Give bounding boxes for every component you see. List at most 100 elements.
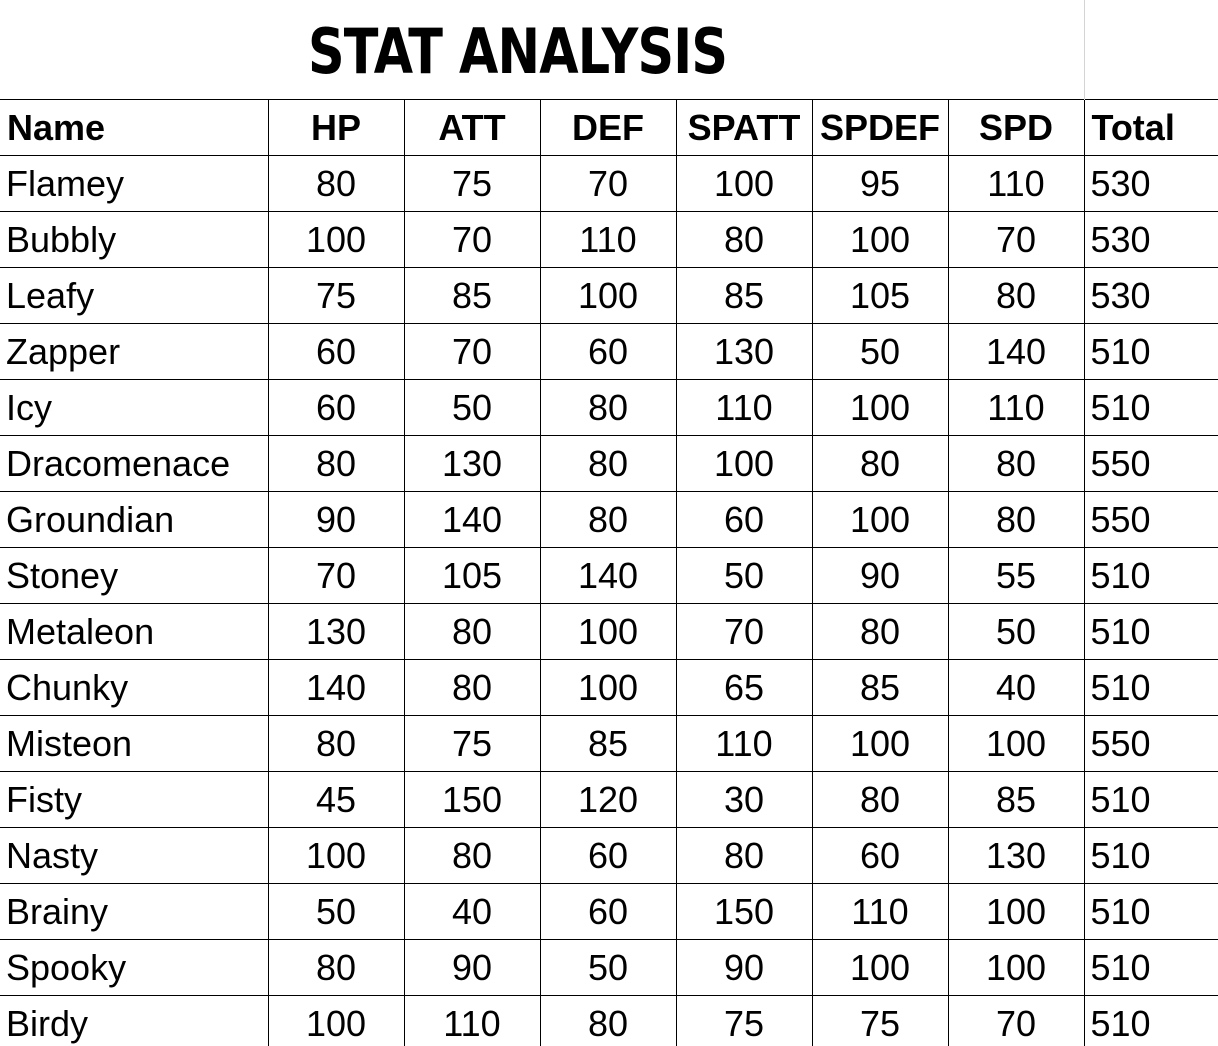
- hp-cell[interactable]: 100: [268, 995, 405, 1046]
- name-cell[interactable]: Chunky: [0, 659, 269, 716]
- spd-cell[interactable]: 80: [948, 267, 1085, 324]
- spd-cell[interactable]: 100: [948, 883, 1085, 940]
- att-cell[interactable]: 85: [404, 267, 541, 324]
- att-cell[interactable]: 70: [404, 323, 541, 380]
- hp-cell[interactable]: 70: [268, 547, 405, 604]
- spdef-cell[interactable]: 80: [812, 603, 949, 660]
- total-cell[interactable]: 510: [1084, 547, 1218, 604]
- total-cell[interactable]: 510: [1084, 379, 1218, 436]
- att-cell[interactable]: 140: [404, 491, 541, 548]
- spatt-cell[interactable]: 50: [676, 547, 813, 604]
- total-cell[interactable]: 510: [1084, 995, 1218, 1046]
- spatt-cell[interactable]: 80: [676, 827, 813, 884]
- total-cell[interactable]: 510: [1084, 323, 1218, 380]
- total-cell[interactable]: 510: [1084, 827, 1218, 884]
- def-cell[interactable]: 140: [540, 547, 677, 604]
- def-cell[interactable]: 80: [540, 491, 677, 548]
- spatt-cell[interactable]: 85: [676, 267, 813, 324]
- spdef-cell[interactable]: 80: [812, 435, 949, 492]
- att-cell[interactable]: 105: [404, 547, 541, 604]
- name-cell[interactable]: Metaleon: [0, 603, 269, 660]
- total-cell[interactable]: 530: [1084, 155, 1218, 212]
- header-att[interactable]: ATT: [404, 100, 541, 156]
- sheet-title[interactable]: STAT ANALYSIS: [308, 15, 728, 88]
- spdef-cell[interactable]: 105: [812, 267, 949, 324]
- def-cell[interactable]: 80: [540, 995, 677, 1046]
- att-cell[interactable]: 80: [404, 659, 541, 716]
- hp-cell[interactable]: 140: [268, 659, 405, 716]
- spd-cell[interactable]: 110: [948, 379, 1085, 436]
- header-spd[interactable]: SPD: [948, 100, 1085, 156]
- hp-cell[interactable]: 100: [268, 827, 405, 884]
- spd-cell[interactable]: 110: [948, 155, 1085, 212]
- hp-cell[interactable]: 45: [268, 771, 405, 828]
- header-def[interactable]: DEF: [540, 100, 677, 156]
- total-cell[interactable]: 510: [1084, 771, 1218, 828]
- hp-cell[interactable]: 80: [268, 939, 405, 996]
- hp-cell[interactable]: 100: [268, 211, 405, 268]
- name-cell[interactable]: Dracomenace: [0, 435, 269, 492]
- att-cell[interactable]: 40: [404, 883, 541, 940]
- spd-cell[interactable]: 50: [948, 603, 1085, 660]
- spd-cell[interactable]: 70: [948, 211, 1085, 268]
- header-spatt[interactable]: SPATT: [676, 100, 813, 156]
- spatt-cell[interactable]: 60: [676, 491, 813, 548]
- name-cell[interactable]: Stoney: [0, 547, 269, 604]
- name-cell[interactable]: Zapper: [0, 323, 269, 380]
- spdef-cell[interactable]: 100: [812, 491, 949, 548]
- def-cell[interactable]: 110: [540, 211, 677, 268]
- spd-cell[interactable]: 85: [948, 771, 1085, 828]
- hp-cell[interactable]: 60: [268, 323, 405, 380]
- def-cell[interactable]: 60: [540, 883, 677, 940]
- hp-cell[interactable]: 75: [268, 267, 405, 324]
- spatt-cell[interactable]: 65: [676, 659, 813, 716]
- att-cell[interactable]: 150: [404, 771, 541, 828]
- spatt-cell[interactable]: 130: [676, 323, 813, 380]
- spdef-cell[interactable]: 50: [812, 323, 949, 380]
- total-cell[interactable]: 510: [1084, 883, 1218, 940]
- spd-cell[interactable]: 100: [948, 939, 1085, 996]
- name-cell[interactable]: Misteon: [0, 715, 269, 772]
- spd-cell[interactable]: 80: [948, 435, 1085, 492]
- hp-cell[interactable]: 50: [268, 883, 405, 940]
- spatt-cell[interactable]: 100: [676, 155, 813, 212]
- spatt-cell[interactable]: 100: [676, 435, 813, 492]
- spdef-cell[interactable]: 90: [812, 547, 949, 604]
- att-cell[interactable]: 130: [404, 435, 541, 492]
- spdef-cell[interactable]: 75: [812, 995, 949, 1046]
- name-cell[interactable]: Spooky: [0, 939, 269, 996]
- att-cell[interactable]: 80: [404, 827, 541, 884]
- att-cell[interactable]: 110: [404, 995, 541, 1046]
- total-cell[interactable]: 510: [1084, 939, 1218, 996]
- spd-cell[interactable]: 55: [948, 547, 1085, 604]
- spdef-cell[interactable]: 100: [812, 211, 949, 268]
- spatt-cell[interactable]: 80: [676, 211, 813, 268]
- spd-cell[interactable]: 130: [948, 827, 1085, 884]
- header-name[interactable]: Name: [0, 100, 269, 156]
- att-cell[interactable]: 80: [404, 603, 541, 660]
- hp-cell[interactable]: 80: [268, 155, 405, 212]
- name-cell[interactable]: Nasty: [0, 827, 269, 884]
- def-cell[interactable]: 120: [540, 771, 677, 828]
- spd-cell[interactable]: 70: [948, 995, 1085, 1046]
- name-cell[interactable]: Brainy: [0, 883, 269, 940]
- spatt-cell[interactable]: 30: [676, 771, 813, 828]
- total-cell[interactable]: 530: [1084, 267, 1218, 324]
- total-cell[interactable]: 550: [1084, 435, 1218, 492]
- header-hp[interactable]: HP: [268, 100, 405, 156]
- def-cell[interactable]: 80: [540, 435, 677, 492]
- def-cell[interactable]: 85: [540, 715, 677, 772]
- spdef-cell[interactable]: 100: [812, 715, 949, 772]
- hp-cell[interactable]: 90: [268, 491, 405, 548]
- att-cell[interactable]: 75: [404, 715, 541, 772]
- spd-cell[interactable]: 100: [948, 715, 1085, 772]
- spdef-cell[interactable]: 100: [812, 939, 949, 996]
- hp-cell[interactable]: 80: [268, 715, 405, 772]
- hp-cell[interactable]: 80: [268, 435, 405, 492]
- def-cell[interactable]: 80: [540, 379, 677, 436]
- att-cell[interactable]: 50: [404, 379, 541, 436]
- total-cell[interactable]: 550: [1084, 491, 1218, 548]
- spatt-cell[interactable]: 150: [676, 883, 813, 940]
- def-cell[interactable]: 100: [540, 267, 677, 324]
- name-cell[interactable]: Leafy: [0, 267, 269, 324]
